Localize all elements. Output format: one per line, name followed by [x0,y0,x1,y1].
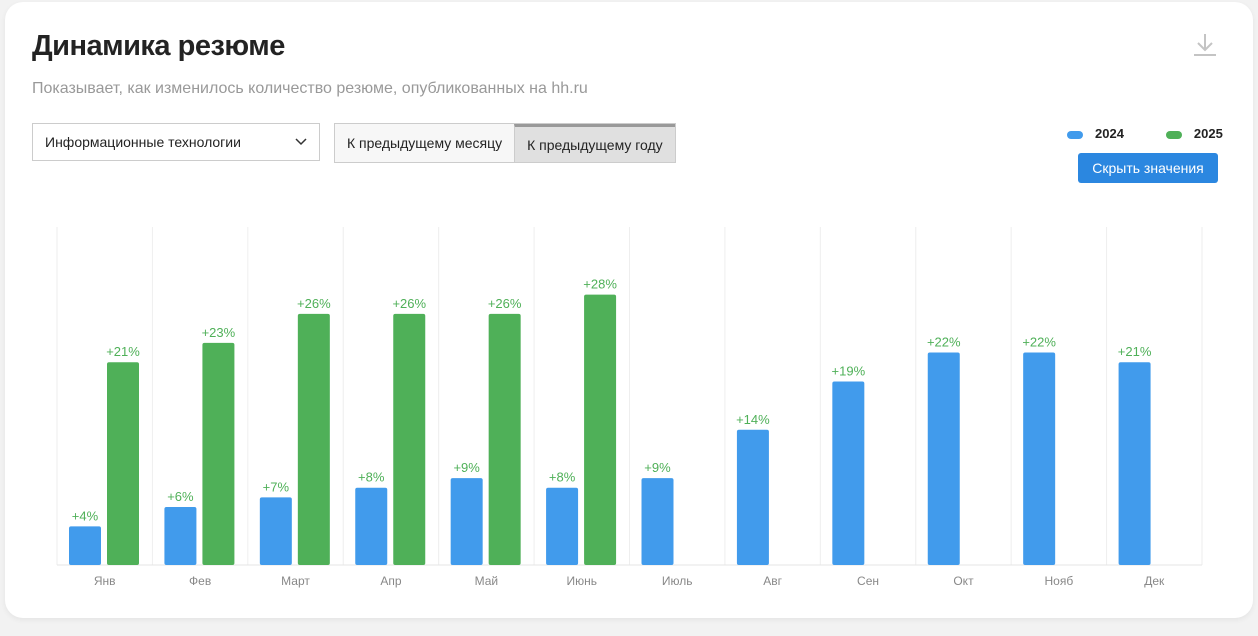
bar-2024 [736,429,769,565]
x-tick-label: Нояб [1045,574,1074,588]
legend-swatch [1067,130,1083,139]
x-tick-label: Март [281,574,310,588]
data-label: +28% [583,277,617,292]
bar-2024 [832,381,865,565]
bar-2024 [546,487,579,565]
compare-toggle: К предыдущему месяцу К предыдущему году [334,123,676,163]
x-tick-label: Дек [1144,574,1165,588]
data-label: +9% [453,460,480,475]
x-tick-label: Авг [763,574,782,588]
x-tick-label: Апр [380,574,402,588]
industry-select-value: Информационные технологии [45,134,241,150]
bar-2025 [393,313,426,565]
bar-2024 [259,497,292,565]
x-tick-label: Янв [94,574,116,588]
bar-2024 [1023,352,1056,565]
bar-2024 [355,487,388,565]
legend-swatch [1165,130,1182,139]
tab-previous-month[interactable]: К предыдущему месяцу [335,124,515,162]
bar-2024 [450,478,483,565]
bar-2024 [641,478,674,565]
data-label: +19% [832,364,866,379]
bar-2024 [1118,362,1151,565]
x-tick-label: Окт [953,574,974,588]
bar-2025 [584,294,617,565]
bar-2025 [297,313,330,565]
legend-item-2024[interactable]: 2024 [1067,126,1124,141]
page-title: Динамика резюме [32,30,285,62]
x-tick-label: Июль [662,574,693,588]
bar-2025 [107,362,139,565]
data-label: +21% [106,344,140,359]
data-label: +4% [72,508,99,523]
data-label: +8% [549,470,576,485]
x-tick-label: Сен [857,574,879,588]
page-subtitle: Показывает, как изменилось количество ре… [32,80,588,97]
data-label: +22% [1022,335,1056,350]
data-label: +8% [358,470,385,485]
data-label: +26% [488,296,522,311]
bar-2025 [488,313,521,565]
download-icon[interactable] [1192,32,1218,58]
data-label: +7% [263,479,290,494]
hide-values-button[interactable]: Скрыть значения [1078,153,1218,183]
x-tick-label: Июнь [567,574,598,588]
chevron-down-icon [295,138,307,146]
x-tick-label: Фев [189,574,211,588]
data-label: +26% [392,296,426,311]
data-label: +26% [297,296,331,311]
data-label: +14% [736,412,770,427]
bar-2025 [202,342,235,565]
data-label: +9% [644,460,671,475]
bar-2024 [927,352,960,565]
bar-2024 [164,507,197,565]
data-label: +6% [167,489,194,504]
bar-2024 [69,526,101,565]
x-tick-label: Май [475,574,499,588]
legend: 2024 2025 [1067,126,1223,141]
tab-previous-year[interactable]: К предыдущему году [514,124,675,162]
data-label: +21% [1118,344,1152,359]
data-label: +23% [202,325,236,340]
legend-item-2025[interactable]: 2025 [1165,126,1223,141]
data-label: +22% [927,335,961,350]
industry-select[interactable]: Информационные технологии [32,123,320,161]
